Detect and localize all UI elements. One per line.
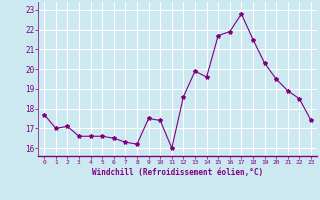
- X-axis label: Windchill (Refroidissement éolien,°C): Windchill (Refroidissement éolien,°C): [92, 168, 263, 177]
